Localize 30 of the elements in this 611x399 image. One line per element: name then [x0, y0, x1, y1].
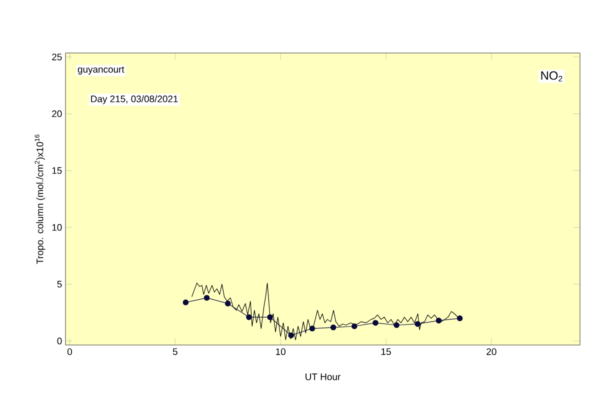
annotation: NO$_{2}$	[541, 71, 562, 82]
annotation: guyancourt	[78, 66, 124, 75]
y-tick-label: 0	[57, 338, 62, 344]
point	[246, 314, 252, 320]
point	[436, 318, 442, 324]
point	[288, 332, 294, 338]
y-tick-label: 20	[52, 110, 62, 118]
point	[351, 323, 358, 330]
point	[394, 322, 400, 328]
x-axis-title: UT Hour	[306, 374, 340, 380]
x-tick-label: 10	[276, 348, 286, 356]
y-axis-title: Tropo. column (mol./cm$^{2}$)x10$^{16}$	[34, 134, 46, 264]
point	[267, 314, 273, 320]
x-tick-label: 20	[486, 348, 496, 356]
y-tick-label: 15	[52, 167, 62, 174]
x-tick-label: 15	[381, 348, 391, 355]
point	[224, 300, 231, 306]
point	[372, 320, 378, 326]
point	[456, 315, 463, 322]
x-tick-label: 5	[172, 348, 178, 355]
point	[309, 326, 316, 332]
point	[414, 321, 421, 327]
point	[204, 294, 210, 301]
point	[182, 299, 189, 306]
x-tick-label: 0	[67, 348, 72, 356]
y-tick-label: 10	[52, 224, 62, 231]
annotation: Day 215, 03/08/2021	[91, 95, 178, 104]
y-tick-label: 5	[57, 280, 62, 288]
point	[330, 324, 336, 330]
y-tick-label: 25	[52, 54, 62, 60]
